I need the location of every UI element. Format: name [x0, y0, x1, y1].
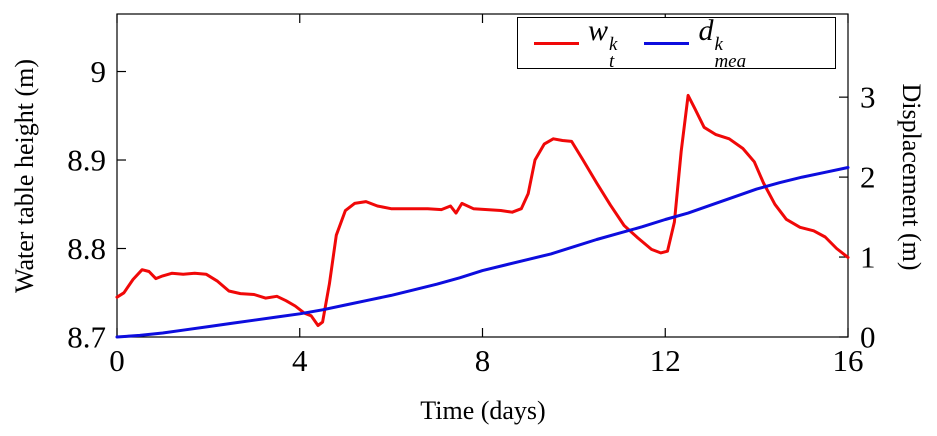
legend-entry-displacement: d k mea	[644, 13, 747, 73]
x-tick-label: 8	[475, 343, 491, 378]
y-left-tick-label: 9	[91, 54, 107, 89]
y-right-tick-label: 0	[860, 320, 876, 355]
x-tick-label: 4	[292, 343, 308, 378]
legend-line-displacement	[644, 41, 690, 45]
plot-frame	[116, 13, 849, 338]
legend-label-sub: t	[609, 51, 615, 73]
legend-label-sub: mea	[714, 51, 747, 73]
x-tick-label: 12	[650, 343, 681, 378]
y-left-tick-label: 8.7	[67, 320, 106, 355]
y-right-tick-label: 1	[860, 240, 876, 275]
x-tick-label: 16	[833, 343, 864, 378]
y-axis-label-right: Displacement (m)	[897, 83, 926, 271]
legend-label-displacement: d k mea	[698, 13, 747, 73]
legend-label-base: d	[698, 13, 714, 47]
x-axis-label: Time (days)	[420, 396, 546, 425]
legend-label-base: w	[588, 13, 609, 47]
series-water-table	[115, 93, 850, 327]
legend-label-sup: k	[609, 34, 618, 56]
legend-line-water-table	[534, 41, 579, 45]
y-left-tick-label: 8.9	[67, 143, 106, 178]
series-displacement	[115, 166, 850, 339]
legend-label-scripts: k mea	[714, 34, 747, 73]
y-right-tick-label: 2	[860, 160, 876, 195]
y-right-tick-label: 3	[860, 80, 876, 115]
y-left-tick-label: 8.8	[67, 231, 106, 266]
legend-label-sup: k	[714, 34, 723, 56]
x-tick-label: 0	[109, 343, 125, 378]
y-axis-label-left: Water table height (m)	[10, 59, 39, 293]
